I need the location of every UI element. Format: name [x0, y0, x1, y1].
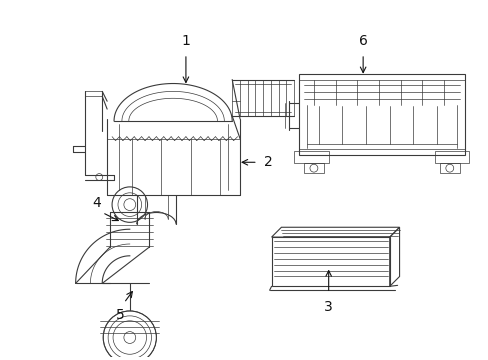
Text: 3: 3	[324, 300, 332, 314]
Text: 1: 1	[181, 34, 190, 48]
Text: 5: 5	[115, 308, 124, 322]
Text: 2: 2	[263, 155, 272, 169]
Text: 4: 4	[92, 195, 101, 210]
Text: 6: 6	[358, 34, 367, 48]
